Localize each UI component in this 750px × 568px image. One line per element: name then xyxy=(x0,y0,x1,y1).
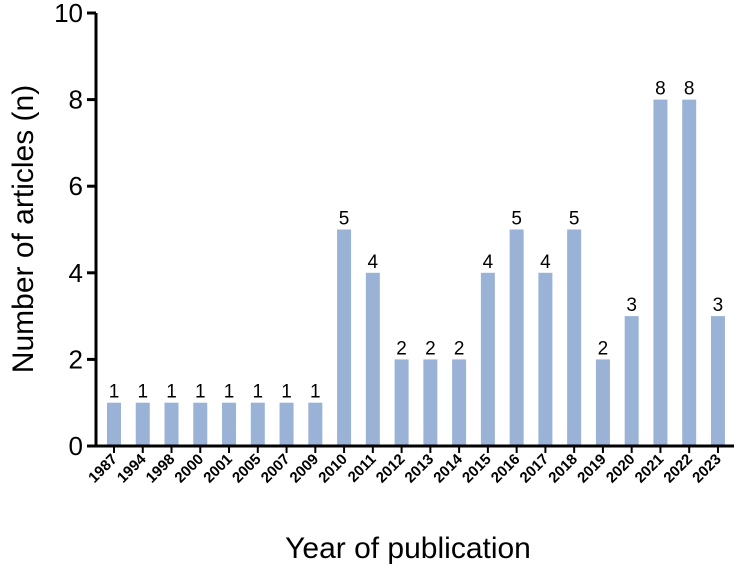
bar-2009 xyxy=(308,402,323,446)
bar-value-label-2020: 3 xyxy=(626,295,637,316)
x-tick-label-2019: 2019 xyxy=(574,451,610,487)
y-ticks-group: 0 2 4 6 8 10 xyxy=(54,0,96,461)
x-tick-label-2023: 2023 xyxy=(689,451,725,487)
y-tick-label-8: 8 xyxy=(69,85,83,115)
bar-value-label-2018: 5 xyxy=(569,209,580,230)
bar-value-label-2021: 8 xyxy=(655,79,666,100)
bar-2014 xyxy=(452,359,467,446)
bar-value-label-2001: 1 xyxy=(224,382,235,403)
bar-value-label-2009: 1 xyxy=(310,382,321,403)
bar-2005 xyxy=(250,402,265,446)
x-tick-label-2022: 2022 xyxy=(660,451,696,487)
bar-value-label-2016: 5 xyxy=(511,209,522,230)
bar-1998 xyxy=(164,402,179,446)
bar-value-label-1994: 1 xyxy=(137,382,148,403)
bar-value-label-2019: 2 xyxy=(598,338,609,359)
y-tick-label-2: 2 xyxy=(69,344,83,374)
y-tick-label-6: 6 xyxy=(69,171,83,201)
bar-2019 xyxy=(595,359,610,446)
bar-value-label-2007: 1 xyxy=(281,382,292,403)
bar-value-label-1998: 1 xyxy=(166,382,177,403)
x-tick-label-2007: 2007 xyxy=(258,451,294,487)
bar-2013 xyxy=(423,359,438,446)
bar-2023 xyxy=(710,316,725,446)
x-tick-label-1987: 1987 xyxy=(85,451,121,487)
x-tick-label-2010: 2010 xyxy=(315,451,351,487)
bar-2017 xyxy=(538,272,553,446)
bar-value-label-2000: 1 xyxy=(195,382,206,403)
x-tick-label-2011: 2011 xyxy=(345,451,380,486)
x-tick-label-2000: 2000 xyxy=(171,451,207,487)
bar-2001 xyxy=(222,402,237,446)
bars-group xyxy=(107,99,725,446)
bar-2018 xyxy=(567,229,582,446)
bar-value-label-2012: 2 xyxy=(396,338,407,359)
bar-value-label-2010: 5 xyxy=(339,209,350,230)
x-tick-label-2017: 2017 xyxy=(517,451,553,487)
bar-value-label-2011: 4 xyxy=(368,252,379,273)
x-tick-label-2015: 2015 xyxy=(459,451,495,487)
bar-2010 xyxy=(337,229,352,446)
x-axis-title: Year of publication xyxy=(285,532,531,565)
bar-value-label-2023: 3 xyxy=(713,295,724,316)
bar-2007 xyxy=(279,402,294,446)
bar-value-label-2017: 4 xyxy=(540,252,551,273)
bar-value-label-2014: 2 xyxy=(454,338,465,359)
x-tick-label-2013: 2013 xyxy=(402,451,438,487)
x-tick-label-2018: 2018 xyxy=(545,451,581,487)
bar-value-label-2013: 2 xyxy=(425,338,436,359)
bar-2015 xyxy=(480,272,495,446)
y-axis-title: Number of articles (n) xyxy=(7,85,40,373)
x-tick-label-1998: 1998 xyxy=(143,451,179,487)
x-tick-label-2012: 2012 xyxy=(373,451,409,487)
x-tick-label-2001: 2001 xyxy=(200,451,236,487)
bar-2022 xyxy=(682,99,697,446)
x-tick-label-2020: 2020 xyxy=(603,451,639,487)
x-tick-label-2016: 2016 xyxy=(488,451,524,487)
bar-value-label-2015: 4 xyxy=(483,252,494,273)
bar-2016 xyxy=(509,229,524,446)
bar-value-label-2005: 1 xyxy=(253,382,264,403)
x-tick-label-2014: 2014 xyxy=(430,450,466,486)
x-tick-label-1994: 1994 xyxy=(114,450,150,486)
bar-2011 xyxy=(365,272,380,446)
bar-2021 xyxy=(653,99,668,446)
x-tick-label-2021: 2021 xyxy=(632,451,668,487)
bar-1987 xyxy=(107,402,121,446)
y-tick-label-4: 4 xyxy=(69,258,83,288)
x-tick-label-2005: 2005 xyxy=(229,451,265,487)
bar-2000 xyxy=(193,402,208,446)
bar-value-label-1987: 1 xyxy=(109,382,120,403)
bar-value-label-2022: 8 xyxy=(684,79,695,100)
x-ticks-group: 1987199419982000200120052007200920102011… xyxy=(85,446,725,486)
x-tick-label-2009: 2009 xyxy=(287,451,323,487)
y-tick-label-0: 0 xyxy=(69,431,83,461)
bar-2020 xyxy=(624,316,639,446)
y-tick-label-10: 10 xyxy=(54,0,83,28)
bar-2012 xyxy=(394,359,409,446)
bar-1994 xyxy=(135,402,150,446)
